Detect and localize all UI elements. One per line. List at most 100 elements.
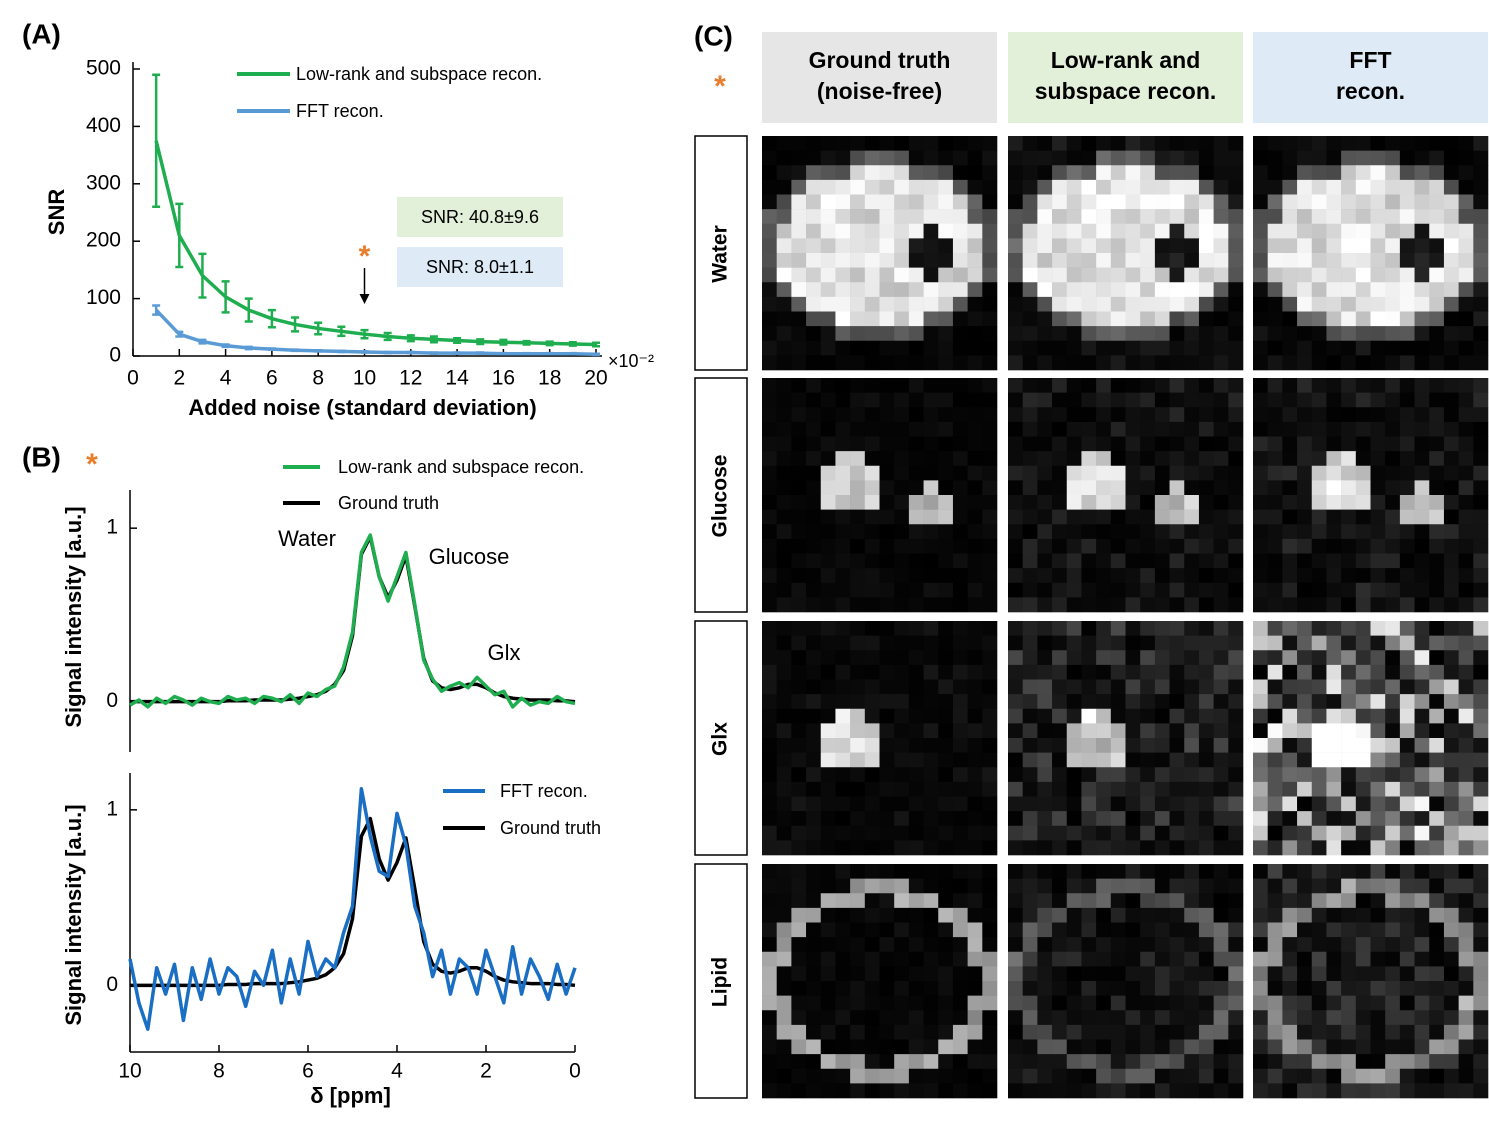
pixel (1385, 568, 1401, 584)
pixel (1184, 1024, 1200, 1040)
pixel (1140, 597, 1156, 613)
pixel (1154, 981, 1170, 996)
pixel (1037, 509, 1053, 525)
pixel (1184, 538, 1200, 554)
pixel (1473, 907, 1489, 923)
pixel (791, 907, 807, 923)
pixel (1443, 864, 1459, 879)
pixel (820, 509, 836, 525)
pixel (1326, 378, 1342, 393)
pixel (1184, 451, 1200, 467)
pixel (1110, 465, 1126, 481)
pixel (835, 421, 851, 437)
pixel (938, 524, 954, 540)
pixel (1385, 796, 1401, 812)
pixel (1370, 752, 1386, 768)
pixel (1311, 582, 1327, 598)
pixel (1081, 282, 1097, 298)
pixel (1154, 223, 1170, 239)
error-bar (175, 330, 184, 338)
pixel (1037, 694, 1053, 710)
pixel (762, 524, 777, 540)
pixel (879, 355, 895, 371)
pixel (1213, 194, 1229, 210)
pixel (1443, 840, 1459, 856)
pixel (1125, 326, 1141, 342)
pixel (1355, 767, 1371, 783)
pixel (1458, 495, 1474, 510)
pixel (1037, 495, 1053, 510)
pixel (982, 568, 998, 584)
pixel (864, 238, 880, 254)
pixel (967, 864, 983, 879)
pixel (879, 150, 895, 166)
pixel (1081, 465, 1097, 481)
pixel (1326, 922, 1342, 938)
pixel (923, 767, 939, 783)
pixel (1267, 451, 1283, 467)
pixel (1341, 1039, 1357, 1055)
pixel (879, 421, 895, 437)
pixel (1169, 694, 1185, 710)
pixel (1008, 723, 1023, 739)
pixel (923, 951, 939, 967)
pixel (1414, 694, 1430, 710)
pixel (1066, 907, 1082, 923)
pixel (1253, 524, 1268, 540)
pixel (1037, 635, 1053, 651)
pixel (1154, 509, 1170, 525)
pixel (1473, 1039, 1489, 1055)
pixel (1282, 340, 1298, 356)
pixel (1081, 811, 1097, 827)
pixel (1052, 893, 1068, 909)
pixel (952, 796, 968, 812)
pixel (806, 524, 822, 540)
pixel (1326, 781, 1342, 797)
pixel (776, 864, 792, 879)
pixel (1355, 1068, 1371, 1084)
pixel (1140, 864, 1156, 879)
pixel (791, 752, 807, 768)
pixel (1326, 664, 1342, 680)
pixel (1198, 480, 1214, 496)
pixel (1458, 937, 1474, 953)
pixel (1399, 621, 1415, 636)
pixel (791, 355, 807, 371)
pixel (1443, 995, 1459, 1011)
image (1008, 136, 1244, 371)
error-bar (267, 308, 276, 329)
pixel (835, 1083, 851, 1099)
pixel (835, 937, 851, 953)
pixel (1213, 392, 1229, 408)
pixel (1037, 1054, 1053, 1070)
pixel (1370, 194, 1386, 210)
pixel (1458, 951, 1474, 967)
pixel (923, 650, 939, 666)
pixel (1341, 679, 1357, 695)
pixel (1473, 679, 1489, 695)
pixel (1311, 723, 1327, 739)
pixel (1473, 893, 1489, 909)
pixel (1385, 407, 1401, 423)
pixel (1385, 179, 1401, 195)
pixel (952, 597, 968, 613)
pixel (1311, 238, 1327, 254)
y-tick-label: 1 (106, 516, 118, 539)
pixel (791, 781, 807, 797)
pixel (1125, 209, 1141, 225)
pixel (1458, 209, 1474, 225)
pixel (1282, 1010, 1298, 1026)
pixel (1213, 582, 1229, 598)
pixel (776, 708, 792, 724)
pixel (1154, 811, 1170, 827)
pixel (1326, 355, 1342, 371)
pixel (1169, 267, 1185, 283)
pixel (952, 451, 968, 467)
pixel (1326, 878, 1342, 894)
pixel (1052, 664, 1068, 680)
pixel (1311, 136, 1327, 151)
pixel (1429, 282, 1445, 298)
pixel (879, 840, 895, 856)
pixel (1253, 451, 1268, 467)
pixel (982, 796, 998, 812)
